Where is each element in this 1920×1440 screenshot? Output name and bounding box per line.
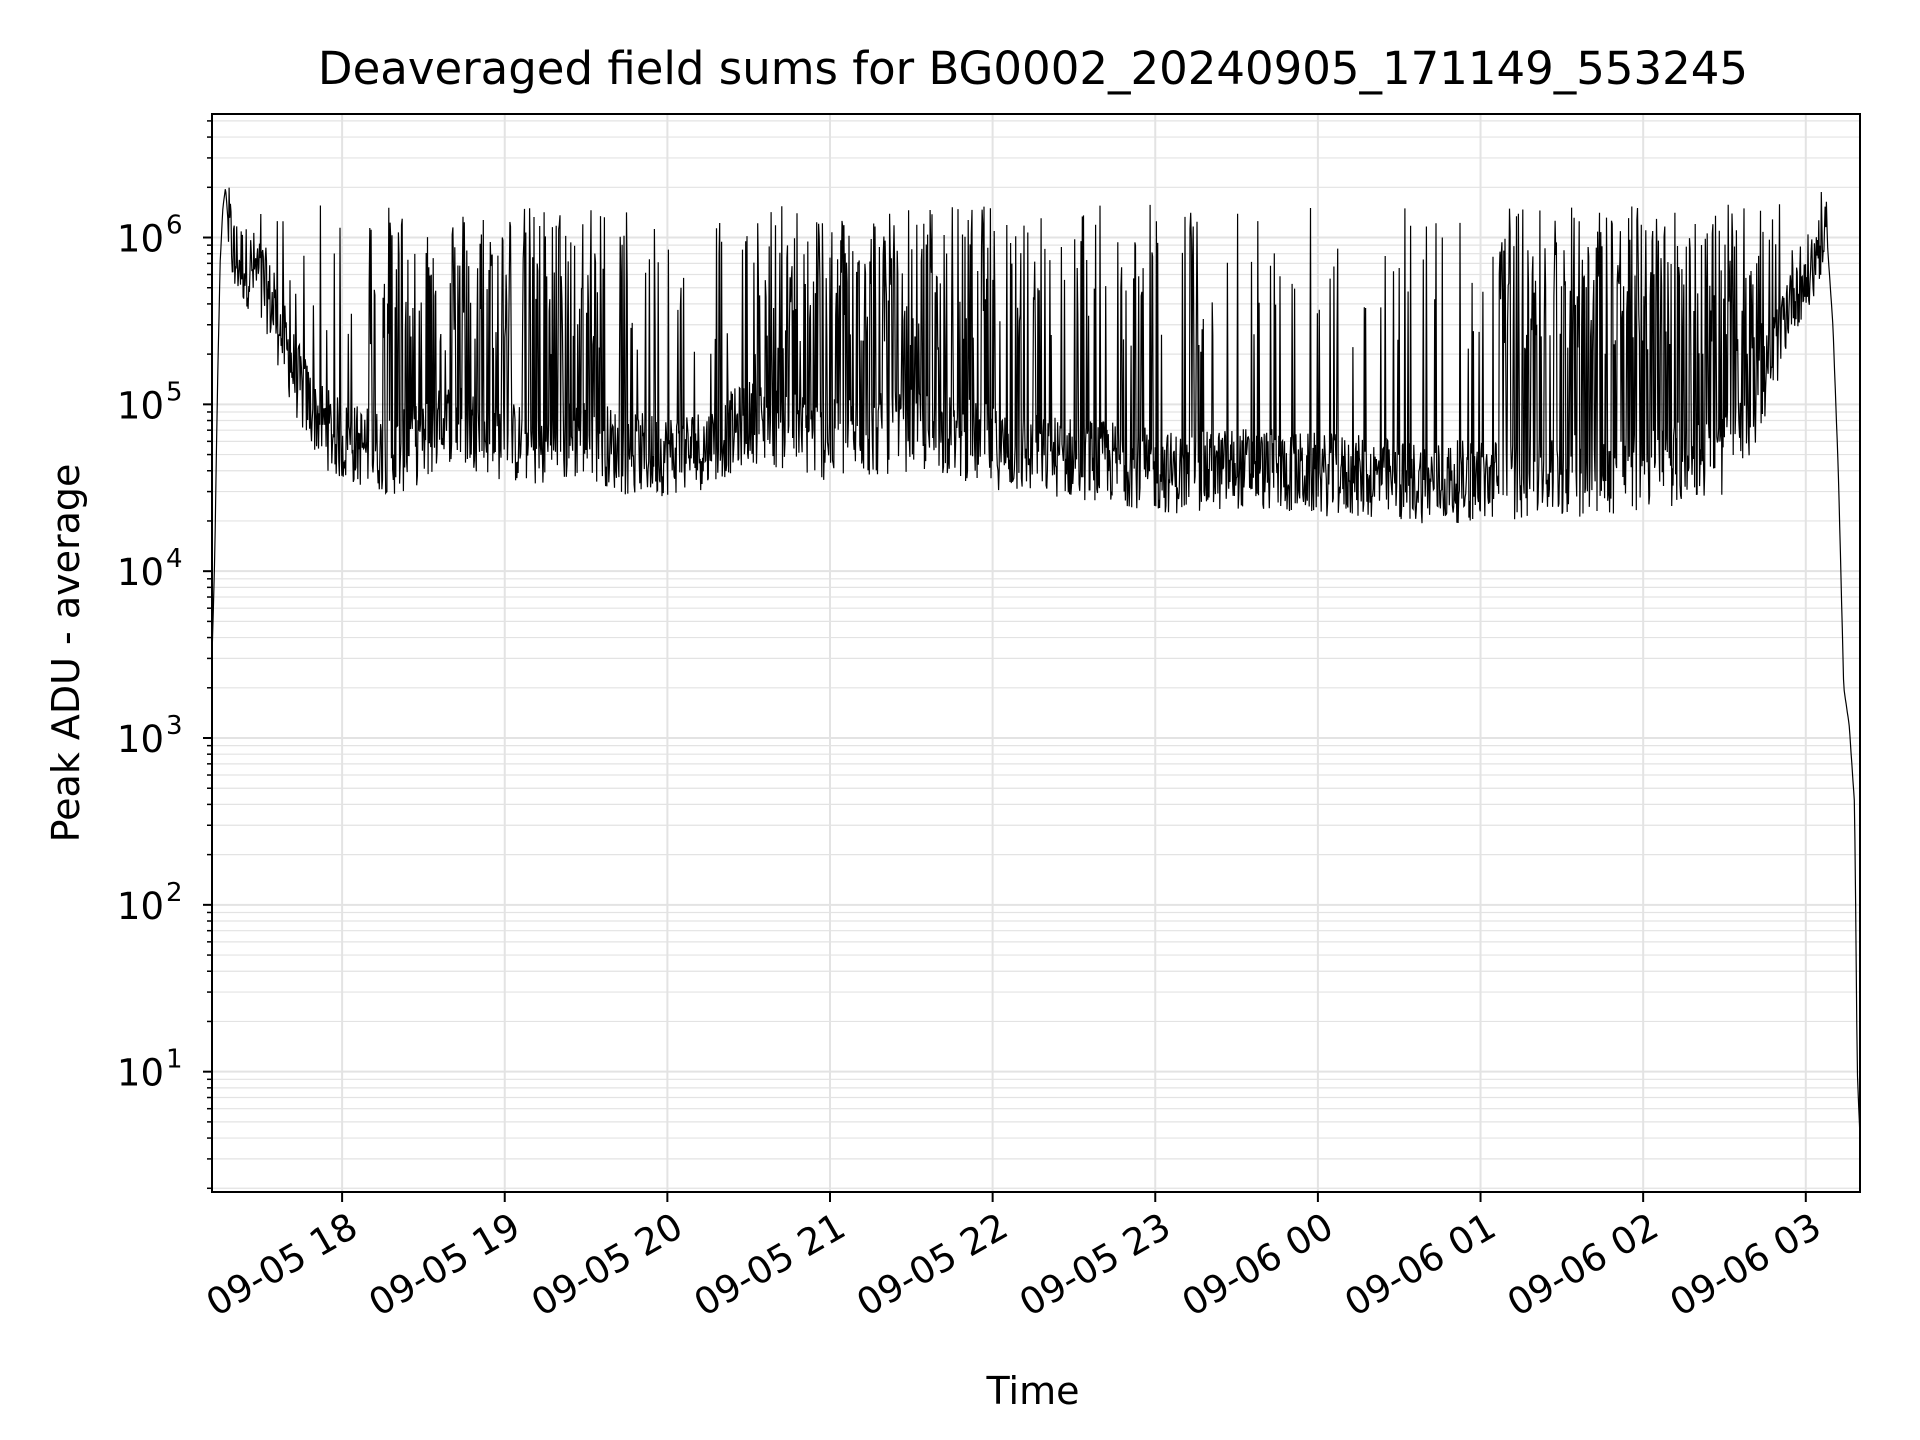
y-tick-label: 10 [117, 1052, 164, 1095]
y-tick-label: 10 [117, 384, 164, 427]
y-tick-label: 10 [117, 218, 164, 261]
y-tick-exponent: 4 [166, 544, 183, 574]
y-tick-exponent: 2 [166, 878, 183, 908]
y-tick-label: 10 [117, 551, 164, 594]
plot-frame [211, 113, 1861, 1193]
y-tick-exponent: 3 [166, 711, 183, 741]
x-axis-label: Time [986, 1369, 1080, 1413]
y-tick-exponent: 6 [166, 211, 183, 241]
series-line [211, 187, 1861, 1139]
y-tick-exponent: 1 [166, 1045, 183, 1075]
y-tick-label: 10 [117, 885, 164, 928]
y-tick-exponent: 5 [166, 377, 183, 407]
y-tick-label: 10 [117, 718, 164, 761]
series-layer [211, 187, 1861, 1139]
y-axis-label: Peak ADU - average [44, 464, 88, 843]
chart-title: Deaveraged field sums for BG0002_2024090… [318, 42, 1748, 95]
ticks-layer [203, 120, 1807, 1202]
